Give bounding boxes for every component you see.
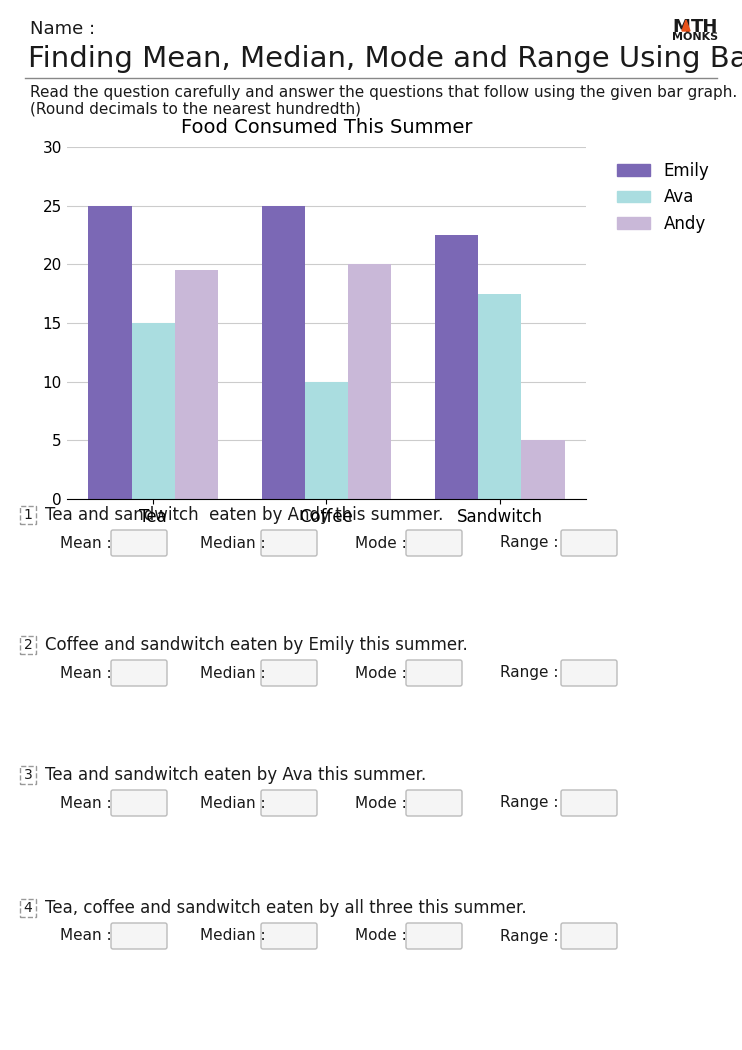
Text: 4: 4 xyxy=(24,901,33,915)
Bar xyxy=(132,323,175,499)
Text: Median :: Median : xyxy=(200,536,266,550)
Text: Tea and sandwitch eaten by Ava this summer.: Tea and sandwitch eaten by Ava this summ… xyxy=(45,766,426,784)
Text: Name :: Name : xyxy=(30,20,95,38)
Text: Range :: Range : xyxy=(500,928,559,944)
Text: Mode :: Mode : xyxy=(355,928,407,944)
Text: Range :: Range : xyxy=(500,796,559,811)
Bar xyxy=(20,636,36,654)
Text: Range :: Range : xyxy=(500,666,559,680)
Text: Mode :: Mode : xyxy=(355,666,407,680)
FancyBboxPatch shape xyxy=(406,530,462,556)
FancyBboxPatch shape xyxy=(561,660,617,686)
Title: Food Consumed This Summer: Food Consumed This Summer xyxy=(181,118,472,138)
Bar xyxy=(348,265,392,499)
Text: Mode :: Mode : xyxy=(355,536,407,550)
Bar xyxy=(521,440,565,499)
Bar xyxy=(262,206,305,499)
FancyBboxPatch shape xyxy=(406,790,462,816)
Text: Tea and sandwitch  eaten by Andy this summer.: Tea and sandwitch eaten by Andy this sum… xyxy=(45,506,444,524)
Text: TH: TH xyxy=(691,18,718,36)
Legend: Emily, Ava, Andy: Emily, Ava, Andy xyxy=(610,155,716,239)
Text: MONKS: MONKS xyxy=(672,32,718,42)
Text: Mean :: Mean : xyxy=(60,536,111,550)
Text: M: M xyxy=(672,18,690,36)
Text: Read the question carefully and answer the questions that follow using the given: Read the question carefully and answer t… xyxy=(30,85,738,100)
Bar xyxy=(305,381,348,499)
FancyBboxPatch shape xyxy=(406,923,462,949)
Text: Tea, coffee and sandwitch eaten by all three this summer.: Tea, coffee and sandwitch eaten by all t… xyxy=(45,899,527,917)
Text: (Round decimals to the nearest hundredth): (Round decimals to the nearest hundredth… xyxy=(30,101,361,116)
Text: 2: 2 xyxy=(24,638,33,652)
FancyBboxPatch shape xyxy=(111,660,167,686)
Bar xyxy=(435,235,478,499)
Text: Finding Mean, Median, Mode and Range Using Bar Graph: Finding Mean, Median, Mode and Range Usi… xyxy=(28,45,742,74)
Bar xyxy=(20,899,36,917)
Text: Median :: Median : xyxy=(200,928,266,944)
Text: Mean :: Mean : xyxy=(60,796,111,811)
Bar xyxy=(88,206,132,499)
FancyBboxPatch shape xyxy=(561,790,617,816)
Text: Mean :: Mean : xyxy=(60,928,111,944)
Text: Mode :: Mode : xyxy=(355,796,407,811)
Text: Median :: Median : xyxy=(200,796,266,811)
FancyBboxPatch shape xyxy=(261,923,317,949)
FancyBboxPatch shape xyxy=(261,790,317,816)
FancyBboxPatch shape xyxy=(561,923,617,949)
Bar xyxy=(20,506,36,524)
Bar xyxy=(478,294,521,499)
FancyBboxPatch shape xyxy=(261,530,317,556)
Text: Mean :: Mean : xyxy=(60,666,111,680)
FancyBboxPatch shape xyxy=(111,790,167,816)
Text: Coffee and sandwitch eaten by Emily this summer.: Coffee and sandwitch eaten by Emily this… xyxy=(45,636,467,654)
FancyBboxPatch shape xyxy=(111,530,167,556)
FancyBboxPatch shape xyxy=(406,660,462,686)
Polygon shape xyxy=(682,20,690,32)
Text: 3: 3 xyxy=(24,768,33,782)
FancyBboxPatch shape xyxy=(561,530,617,556)
Text: Median :: Median : xyxy=(200,666,266,680)
FancyBboxPatch shape xyxy=(111,923,167,949)
FancyBboxPatch shape xyxy=(261,660,317,686)
Text: 1: 1 xyxy=(24,508,33,522)
Bar xyxy=(20,766,36,784)
Text: Range :: Range : xyxy=(500,536,559,550)
Bar xyxy=(175,270,218,499)
